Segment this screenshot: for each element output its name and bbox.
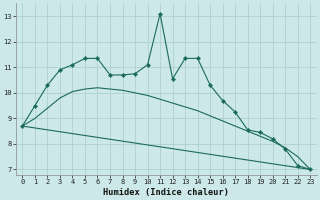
X-axis label: Humidex (Indice chaleur): Humidex (Indice chaleur) [103,188,229,197]
